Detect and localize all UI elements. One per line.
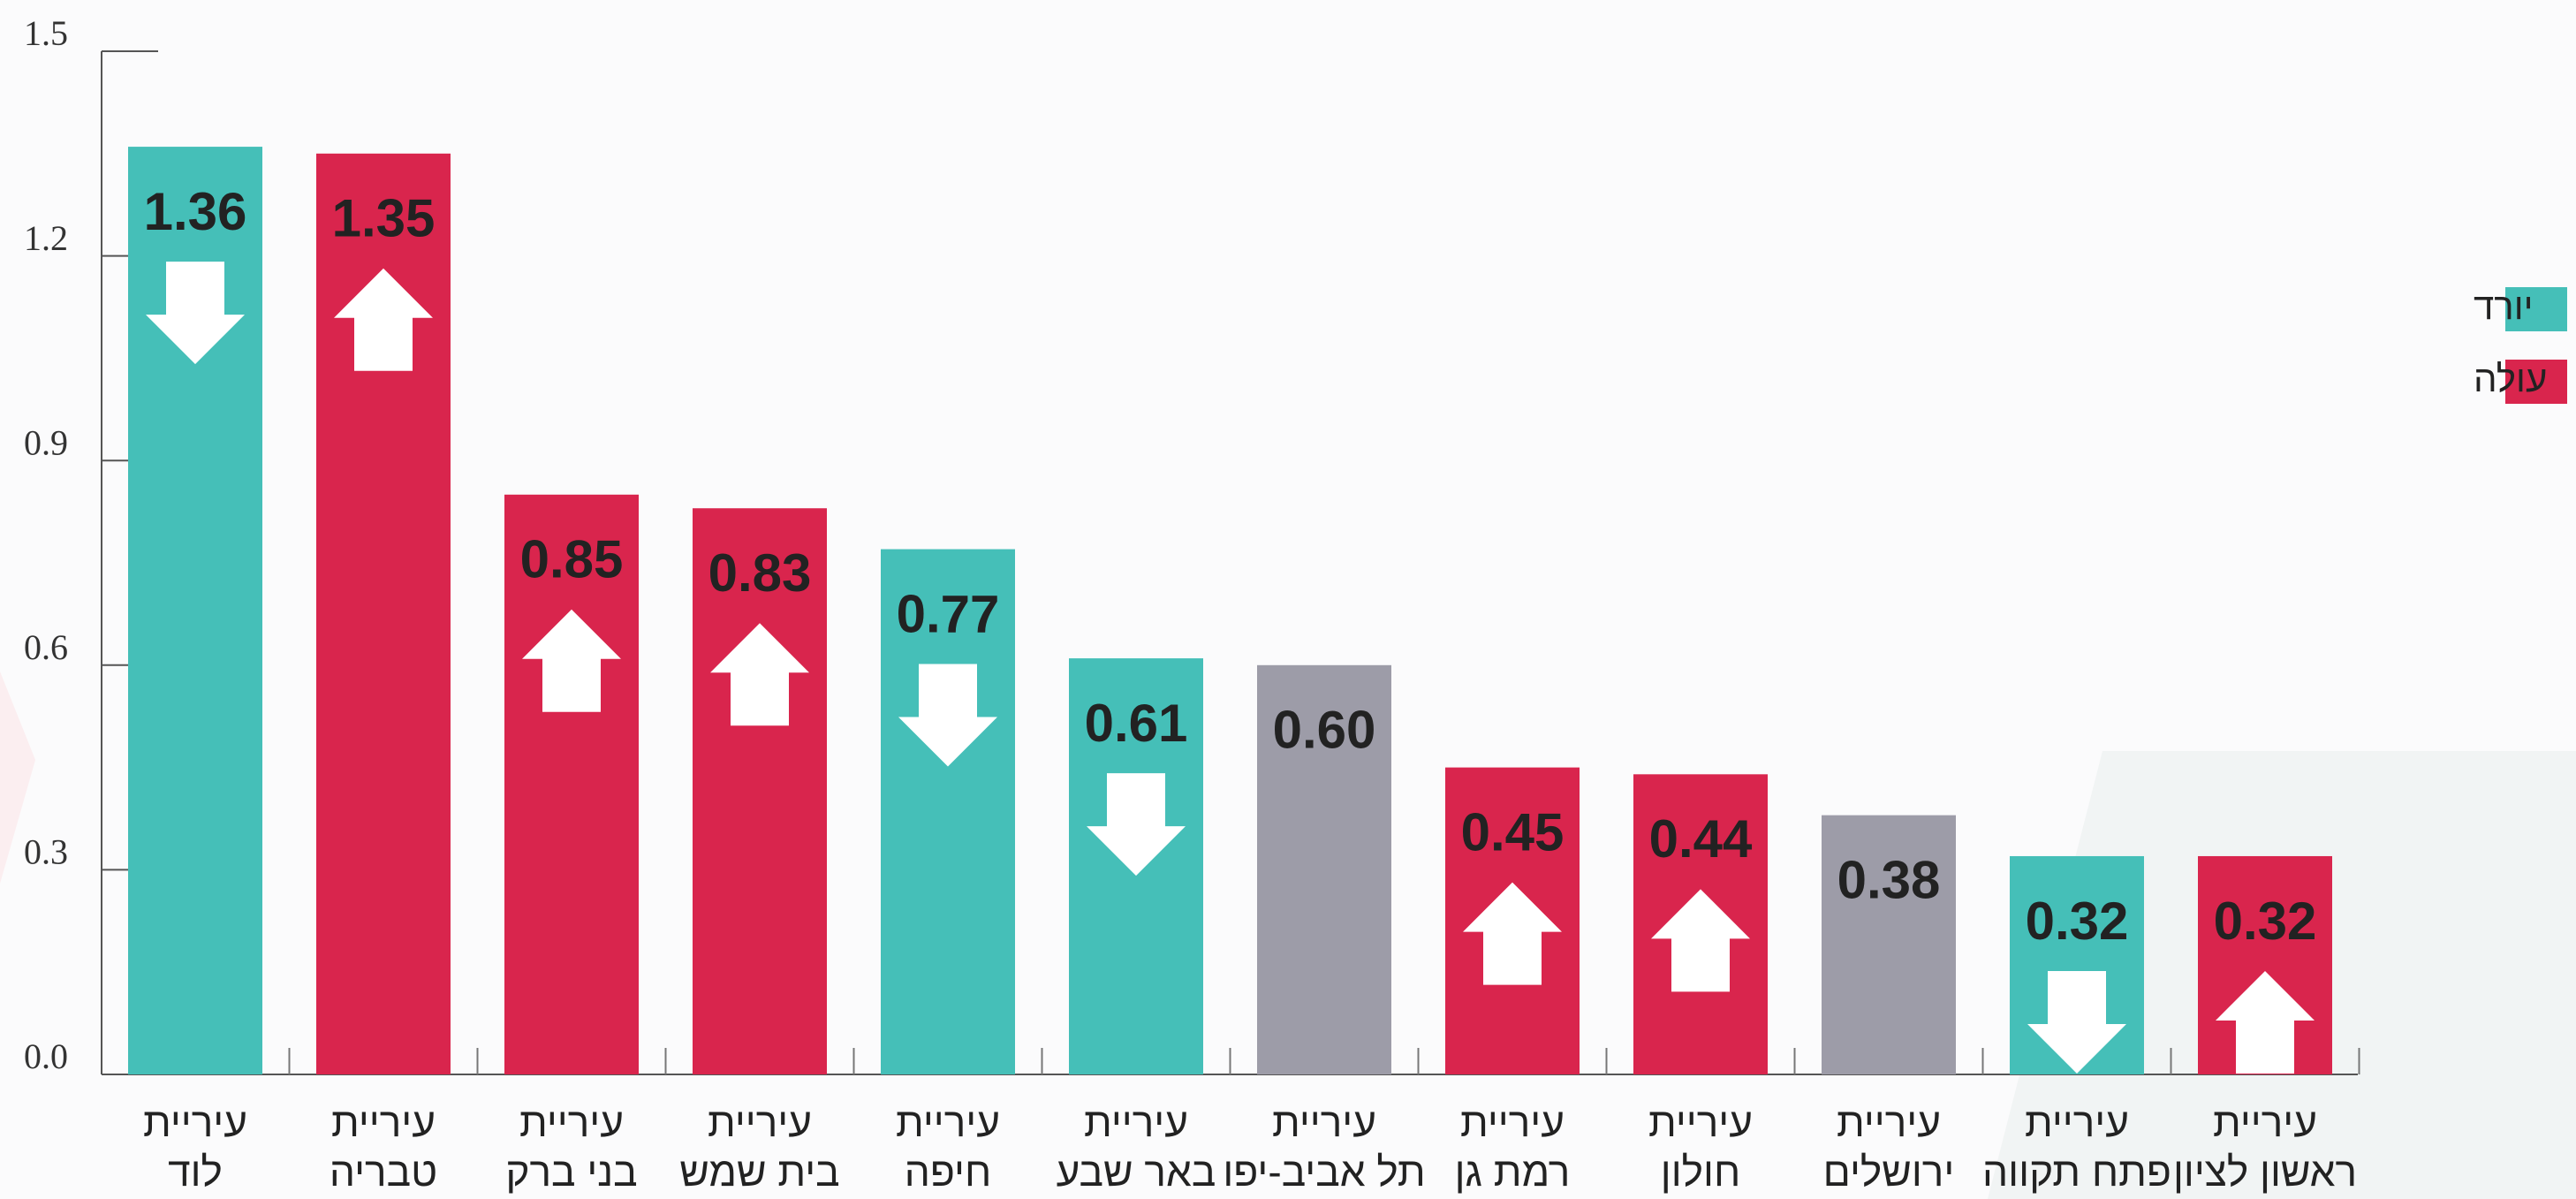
y-tick-label: 1.2	[24, 218, 68, 258]
legend-label: עולה	[2474, 358, 2547, 399]
x-tick-label: עיריית טבריה	[330, 1099, 437, 1195]
legend-swatch	[2505, 287, 2567, 331]
trend-arrow	[1087, 773, 1186, 876]
value-label: 0.85	[520, 530, 624, 589]
bar	[1822, 815, 1956, 1074]
y-tick-label: 0.3	[24, 832, 68, 872]
x-tick-label: עיריית תל אביב-יפו	[1223, 1099, 1425, 1195]
value-label: 0.45	[1461, 802, 1565, 861]
legend-label: יורד	[2474, 285, 2534, 327]
trend-arrow	[146, 262, 245, 365]
trend-arrow	[2216, 970, 2315, 1074]
x-tick-label: עיריית פתח תקווה	[1982, 1099, 2171, 1195]
x-tick-label: עיריית בני ברק	[505, 1099, 637, 1195]
x-tick-label: עיריית חיפה	[896, 1099, 1000, 1195]
y-tick-label: 0.0	[24, 1036, 68, 1076]
value-label: 0.60	[1273, 701, 1376, 760]
bar	[504, 494, 639, 1074]
trend-arrow	[1463, 882, 1562, 985]
bar	[1257, 664, 1391, 1074]
y-tick-label: 1.5	[24, 13, 68, 53]
trend-arrow	[2027, 970, 2126, 1074]
value-label: 1.35	[332, 189, 436, 248]
value-label: 0.77	[897, 584, 1000, 643]
value-label: 0.61	[1085, 694, 1188, 753]
x-tick-label: עיריית חולון	[1648, 1099, 1753, 1195]
trend-arrow	[334, 268, 433, 371]
x-tick-label: עיריית לוד	[143, 1099, 247, 1195]
trend-arrow	[898, 664, 997, 767]
trend-arrow	[1651, 889, 1750, 992]
value-label: 1.36	[144, 182, 247, 241]
x-tick-label: עיריית ראשון לציון	[2173, 1099, 2357, 1195]
x-tick-label: עיריית בית שמש	[679, 1099, 839, 1195]
value-label: 0.83	[708, 543, 812, 603]
value-label: 0.44	[1649, 809, 1753, 869]
bar	[881, 549, 1015, 1074]
bar	[693, 508, 827, 1074]
x-tick-label: עיריית רמת גן	[1455, 1099, 1571, 1195]
x-tick-label: עיריית ירושלים	[1823, 1099, 1955, 1195]
value-label: 0.32	[2214, 892, 2317, 951]
trend-arrow	[522, 609, 621, 712]
legend-swatch	[2505, 360, 2567, 404]
trend-arrow	[710, 623, 809, 726]
y-tick-label: 0.6	[24, 627, 68, 667]
value-label: 0.32	[2026, 892, 2129, 951]
value-label: 0.38	[1837, 850, 1941, 909]
x-tick-label: עיריית באר שבע	[1057, 1099, 1216, 1195]
background-shape	[0, 672, 35, 884]
y-tick-label: 0.9	[24, 422, 68, 462]
